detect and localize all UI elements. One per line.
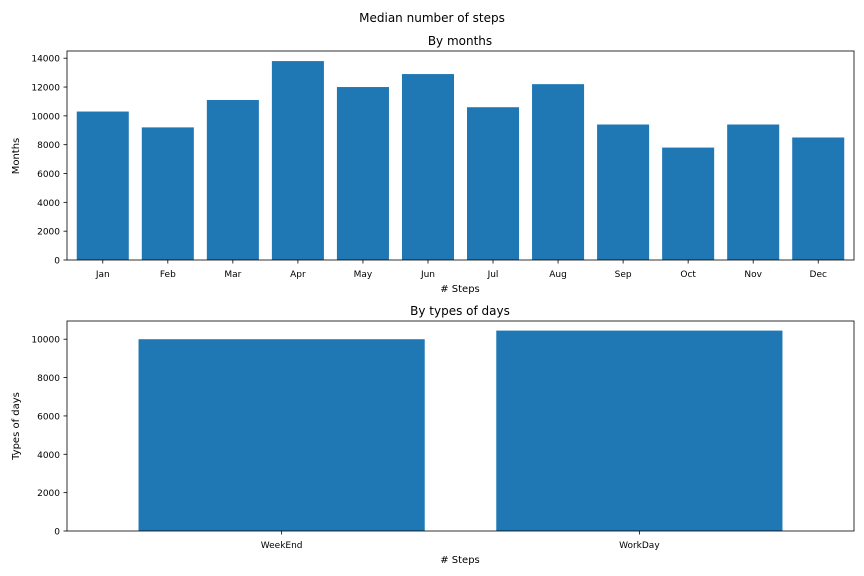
- months-bar-aug: [532, 84, 585, 260]
- months-xtick-label: Dec: [810, 270, 827, 280]
- daytypes-xtick-label: WeekEnd: [261, 541, 303, 551]
- months-ytick-label: 14000: [31, 55, 60, 65]
- daytypes-chart: By types of days # Steps Types of days W…: [11, 304, 855, 566]
- daytypes-ytick-label: 0: [54, 528, 60, 538]
- daytypes-ytick-label: 2000: [37, 489, 60, 499]
- months-xtick-label: Nov: [744, 270, 762, 280]
- months-chart-xlabel: # Steps: [440, 284, 480, 295]
- daytypes-xtick-label: WorkDay: [619, 541, 660, 551]
- months-chart-ylabel: Months: [11, 138, 22, 175]
- months-xtick-label: Sep: [615, 270, 632, 280]
- months-bar-sep: [597, 124, 650, 260]
- daytypes-axes-frame: [66, 320, 855, 532]
- months-xtick-label: Jan: [95, 270, 110, 280]
- daytypes-chart-xlabel: # Steps: [440, 555, 480, 566]
- months-bar-nov: [727, 124, 780, 260]
- months-xtick-label: Apr: [290, 270, 306, 280]
- months-bar-mar: [206, 100, 259, 260]
- months-ytick-label: 8000: [37, 141, 60, 151]
- months-bar-dec: [792, 137, 845, 260]
- months-xtick-label: May: [354, 270, 373, 280]
- months-chart-title: By months: [428, 34, 492, 48]
- months-xtick-label: Aug: [549, 270, 567, 280]
- months-ytick-label: 10000: [31, 112, 60, 122]
- months-bar-may: [336, 87, 389, 260]
- months-bar-apr: [271, 61, 324, 260]
- months-bar-oct: [662, 147, 715, 260]
- months-ytick-label: 0: [54, 257, 60, 267]
- months-bar-jul: [467, 107, 520, 260]
- months-xtick-label: Jun: [420, 270, 435, 280]
- months-ytick-label: 12000: [31, 84, 60, 94]
- daytypes-ytick-label: 8000: [37, 374, 60, 384]
- months-bar-jun: [401, 74, 454, 260]
- months-xtick-label: Jul: [487, 270, 499, 280]
- figure-suptitle: Median number of steps: [359, 11, 505, 25]
- months-xtick-label: Feb: [160, 270, 176, 280]
- months-ytick-label: 4000: [37, 199, 60, 209]
- daytypes-ytick-label: 10000: [31, 336, 60, 346]
- months-bar-jan: [76, 111, 129, 260]
- months-xtick-label: Oct: [680, 270, 696, 280]
- daytypes-chart-ylabel: Types of days: [11, 392, 22, 461]
- months-axes-frame: [66, 50, 855, 261]
- daytypes-chart-title: By types of days: [410, 304, 510, 318]
- daytypes-ytick-label: 4000: [37, 451, 60, 461]
- daytypes-bar-weekend: [138, 339, 425, 531]
- months-chart: By months # Steps Months Jan Feb Mar Apr May…: [11, 34, 855, 295]
- daytypes-bar-workday: [496, 330, 783, 531]
- months-ytick-label: 2000: [37, 228, 60, 238]
- months-bar-feb: [141, 127, 194, 261]
- months-ytick-label: 6000: [37, 170, 60, 180]
- months-xtick-label: Mar: [224, 270, 241, 280]
- daytypes-ytick-label: 6000: [37, 412, 60, 422]
